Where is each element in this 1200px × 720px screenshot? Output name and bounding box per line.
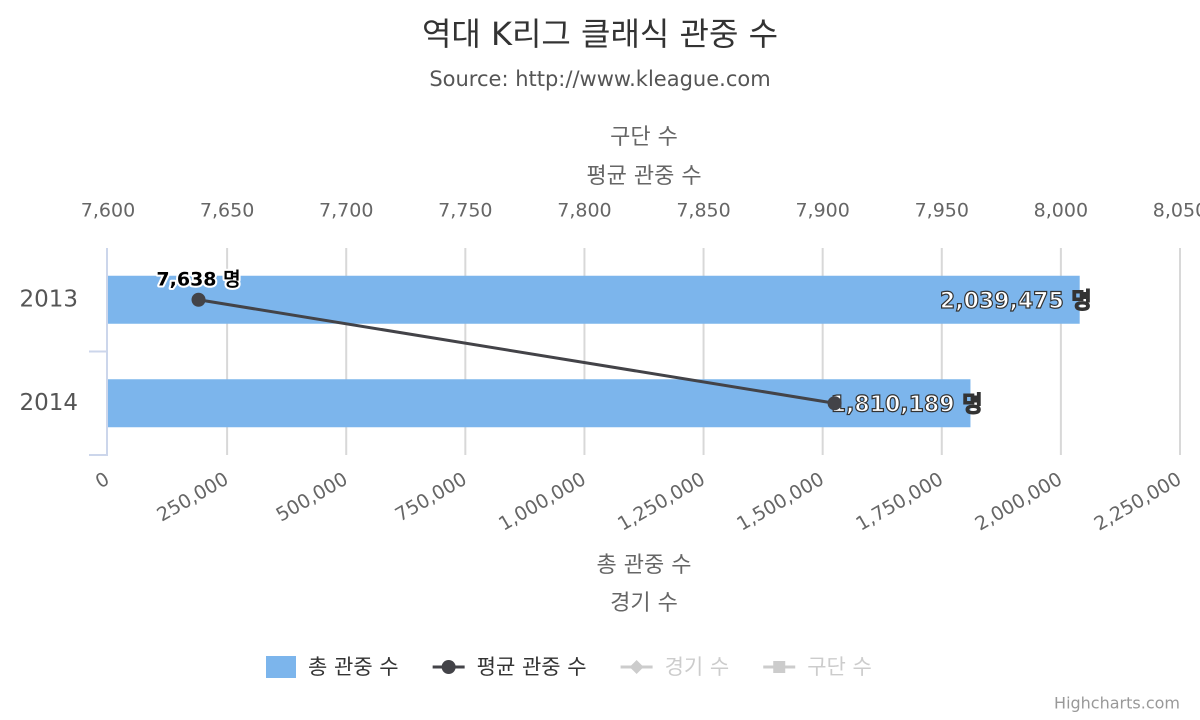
x2-tick-label: 7,950 [915, 200, 969, 222]
x2-tick-label: 8,000 [1034, 200, 1088, 222]
legend-item[interactable]: 구단 수 [763, 655, 872, 679]
x2-tick-label: 7,700 [319, 200, 373, 222]
x2-tick-label: 7,850 [676, 200, 730, 222]
x-tick-label: 250,000 [153, 468, 232, 526]
point [191, 292, 206, 307]
y-tick-label: 2014 [19, 390, 78, 416]
x2-tick-label: 7,600 [81, 200, 135, 222]
x-tick-label: 2,000,000 [971, 468, 1066, 535]
legend-marker [629, 660, 644, 674]
credits[interactable]: Highcharts.com [1054, 694, 1180, 713]
x-tick-label: 1,750,000 [852, 468, 947, 535]
legend-label: 구단 수 [807, 655, 872, 679]
legend-item[interactable]: 총 관중 수 [266, 655, 399, 679]
x-tick-label: 1,250,000 [614, 468, 709, 535]
legend-label: 경기 수 [665, 655, 730, 679]
y-tick-label: 2013 [19, 286, 78, 312]
x-tick-label: 1,500,000 [733, 468, 828, 535]
chart-title: 역대 K리그 클래식 관중 수 [422, 15, 778, 53]
data-label: 7,638 명 [156, 268, 240, 290]
x2-axis-title: 구단 수 [610, 125, 678, 150]
x2-axis-title: 평균 관중 수 [586, 164, 701, 189]
x2-tick-label: 7,750 [438, 200, 492, 222]
legend-item[interactable]: 평균 관중 수 [432, 655, 587, 679]
x2-tick-label: 7,800 [557, 200, 611, 222]
x2-tick-label: 8,050 [1153, 200, 1200, 222]
x-tick-label: 0 [92, 468, 113, 493]
data-label: 2,039,475 명 [940, 289, 1092, 314]
x2-tick-label: 7,900 [795, 200, 849, 222]
x-axis-title: 총 관중 수 [597, 553, 692, 578]
chart-subtitle: Source: http://www.kleague.com [429, 67, 770, 91]
line [198, 298, 835, 405]
x-tick-label: 500,000 [272, 468, 351, 526]
legend-marker [441, 660, 456, 674]
bar [108, 275, 1080, 324]
legend-symbol [266, 656, 296, 678]
legend-label: 평균 관중 수 [477, 655, 587, 679]
x2-tick-label: 7,650 [200, 200, 254, 222]
x-axis-title: 경기 수 [610, 591, 678, 616]
point [827, 396, 842, 411]
legend-item[interactable]: 경기 수 [620, 655, 730, 679]
x-tick-label: 2,250,000 [1091, 468, 1186, 535]
x-tick-label: 750,000 [392, 468, 471, 526]
data-label: 1,810,189 명 [831, 392, 983, 417]
legend-marker [773, 661, 786, 673]
x-tick-label: 1,000,000 [495, 468, 590, 535]
legend-label: 총 관중 수 [308, 655, 399, 679]
